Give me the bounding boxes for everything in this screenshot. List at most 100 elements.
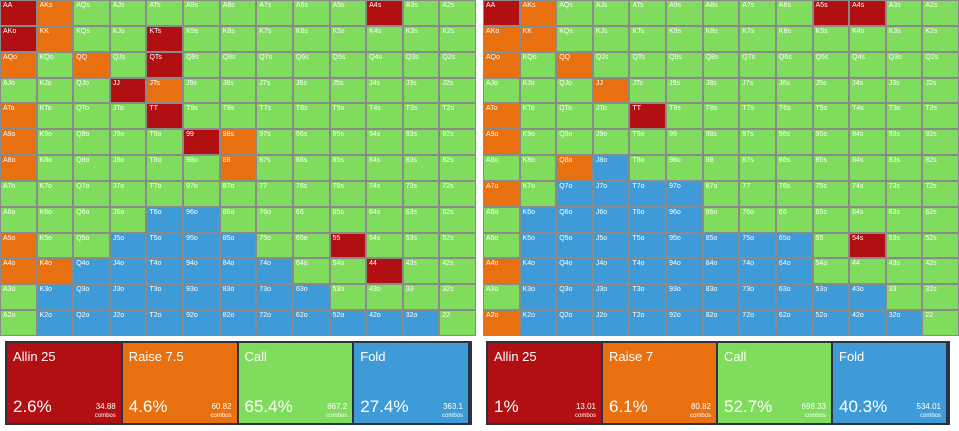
- hand-cell: K3o: [36, 284, 74, 311]
- hand-cell: K4s: [366, 25, 403, 52]
- hand-cell: ATo: [483, 103, 520, 130]
- hand-cell: QTs: [146, 51, 184, 78]
- hand-cell: KTs: [146, 25, 184, 52]
- hand-cell: KJs: [109, 25, 147, 52]
- hand-cell: Q7o: [73, 180, 110, 207]
- hand-cell: 42o: [366, 310, 403, 336]
- hand-cell: 52s: [922, 232, 959, 259]
- hand-cell: KJs: [592, 25, 630, 52]
- hand-cell: 52o: [812, 310, 850, 336]
- hand-cell: 86o: [702, 206, 740, 233]
- hand-cell: A4o: [483, 258, 520, 285]
- hand-cell: Q8s: [219, 51, 257, 78]
- legend-item: Allin 25 1% 13.01 combos: [488, 343, 601, 423]
- hand-cell: Q2o: [73, 310, 110, 336]
- hand-cell: KQo: [519, 51, 557, 78]
- hand-cell: JTo: [109, 103, 147, 130]
- hand-cell: 33: [402, 284, 440, 311]
- hand-cell: 77: [739, 180, 776, 207]
- hand-cell: 84o: [702, 258, 740, 285]
- hand-cell: 52s: [439, 232, 476, 259]
- hand-cell: 93o: [183, 284, 220, 311]
- hand-cell: Q8o: [73, 155, 110, 181]
- hand-cell: 55: [812, 232, 850, 259]
- hand-cell: 63s: [885, 206, 923, 233]
- legend-item: Raise 7 6.1% 80.82 combos: [603, 343, 716, 423]
- action-combos: 13.01: [575, 402, 596, 411]
- hand-cell: A2o: [483, 310, 520, 336]
- legend-item: Raise 7.5 4.6% 60.82 combos: [122, 343, 237, 423]
- action-combos: 60.82: [211, 402, 232, 411]
- hand-cell: K9s: [666, 25, 703, 52]
- hand-cell: 72o: [739, 310, 776, 336]
- hand-cell: 65s: [812, 206, 850, 233]
- hand-cell: QQ: [556, 51, 593, 78]
- hand-cell: K4o: [519, 258, 557, 285]
- hand-cell: T3s: [885, 103, 923, 130]
- hand-cell: K8s: [702, 25, 740, 52]
- hand-cell: J3o: [592, 284, 630, 311]
- hand-cell: 93o: [666, 284, 703, 311]
- hand-cell: 72o: [256, 310, 293, 336]
- hand-cell: KTs: [629, 25, 667, 52]
- hand-cell: A6o: [0, 206, 37, 233]
- hand-cell: 87s: [739, 155, 776, 181]
- hand-cell: T6o: [629, 206, 667, 233]
- action-percent: 1%: [494, 397, 519, 416]
- hand-cell: 85s: [329, 155, 367, 181]
- hand-cell: 87o: [702, 180, 740, 207]
- action-combos: 80.82: [690, 402, 711, 411]
- action-percent: 52.7%: [724, 397, 773, 416]
- hand-cell: 75o: [739, 232, 776, 259]
- hand-cell: TT: [629, 103, 667, 130]
- hand-cell: 77: [256, 180, 293, 207]
- hand-cell: T5o: [146, 232, 184, 259]
- hand-cell: 44: [849, 258, 886, 285]
- hand-cell: 98s: [702, 129, 740, 156]
- hand-cell: K3s: [885, 25, 923, 52]
- hand-cell: 76o: [256, 206, 293, 233]
- hand-cell: T6s: [775, 103, 813, 130]
- hand-cell: 92s: [922, 129, 959, 156]
- hand-cell: T2s: [922, 103, 959, 130]
- range-grid: AA AKs AQs AJs ATs A9s A8s A7s A6s A5s A4s A3s A2s AK…: [0, 0, 476, 336]
- combos-unit: combos: [804, 413, 826, 419]
- hand-cell: A5o: [483, 232, 520, 259]
- hand-cell: 88: [219, 155, 257, 181]
- hand-cell: KJo: [36, 77, 74, 104]
- hand-cell: K7o: [36, 180, 74, 207]
- hand-cell: Q5s: [812, 51, 850, 78]
- hand-cell: T4s: [849, 103, 886, 130]
- hand-cell: Q5o: [73, 232, 110, 259]
- action-name: Raise 7.5: [128, 349, 184, 364]
- hand-cell: A3o: [483, 284, 520, 311]
- hand-cell: A7s: [739, 0, 776, 26]
- hand-cell: A8o: [0, 155, 37, 181]
- hand-cell: 82o: [219, 310, 257, 336]
- hand-cell: JTs: [629, 77, 667, 104]
- hand-cell: 54o: [812, 258, 850, 285]
- legend-item: Allin 25 2.6% 34.88 combos: [7, 343, 121, 423]
- hand-cell: A3s: [885, 0, 923, 26]
- hand-cell: J5o: [592, 232, 630, 259]
- hand-cell: 42s: [439, 258, 476, 285]
- hand-cell: AA: [0, 0, 37, 26]
- hand-cell: T7o: [146, 180, 184, 207]
- hand-cell: T5s: [812, 103, 850, 130]
- hand-cell: T8o: [629, 155, 667, 181]
- hand-cell: 73o: [256, 284, 293, 311]
- hand-cell: J7o: [592, 180, 630, 207]
- action-name: Call: [724, 349, 747, 364]
- hand-cell: AKs: [36, 0, 74, 26]
- hand-cell: 82o: [702, 310, 740, 336]
- hand-cell: 85s: [812, 155, 850, 181]
- hand-cell: 62s: [922, 206, 959, 233]
- hand-cell: ATs: [146, 0, 184, 26]
- hand-cell: Q5o: [556, 232, 593, 259]
- hand-cell: J9s: [183, 77, 220, 104]
- hand-cell: K3s: [402, 25, 440, 52]
- hand-cell: Q4o: [73, 258, 110, 285]
- hand-cell: J2o: [109, 310, 147, 336]
- hand-cell: A5s: [812, 0, 850, 26]
- hand-cell: 75s: [329, 180, 367, 207]
